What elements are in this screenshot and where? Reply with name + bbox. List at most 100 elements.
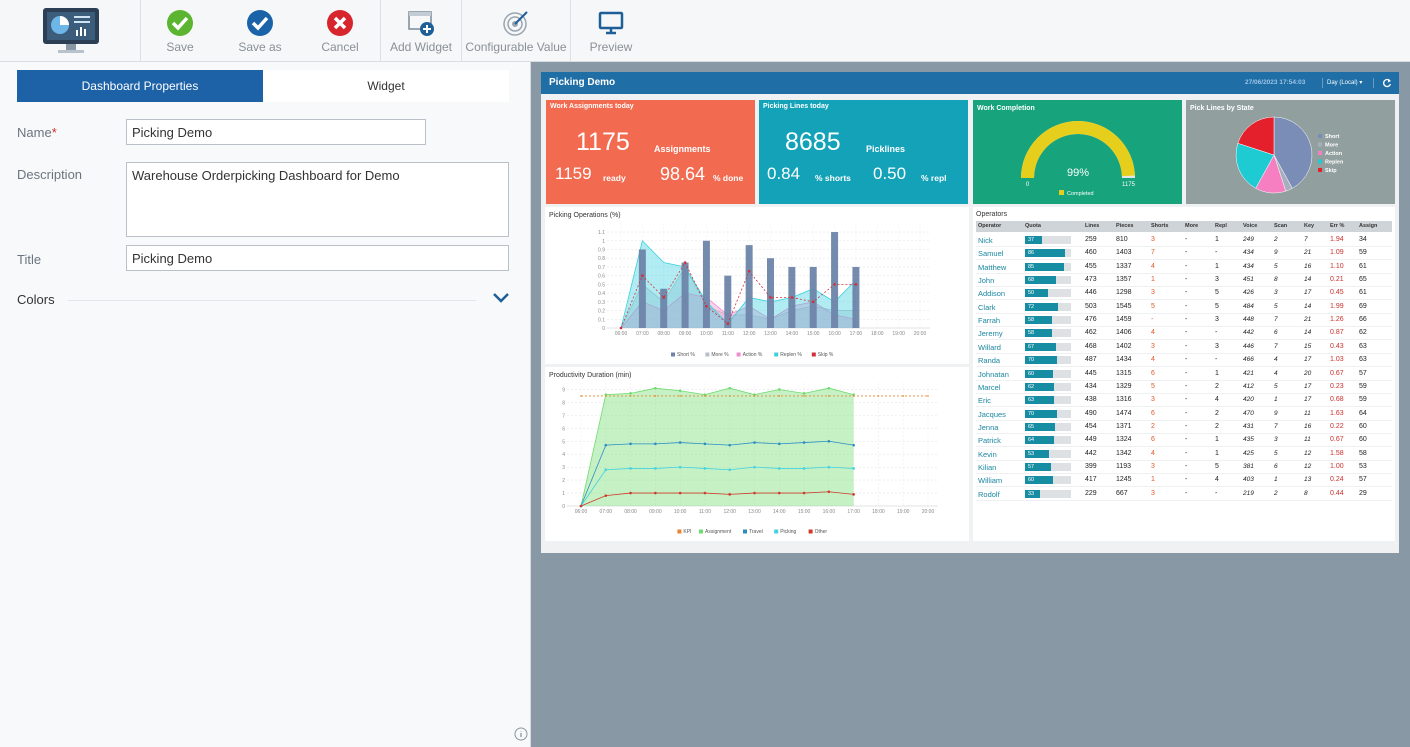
cell-value: -: [1185, 489, 1188, 497]
area: [621, 266, 856, 328]
cell-value: 1324: [1116, 436, 1132, 444]
cell-value: 1: [1215, 369, 1219, 377]
description-input[interactable]: Warehouse Orderpicking Dashboard for Dem…: [126, 162, 509, 237]
y-tick-label: 0: [602, 326, 605, 332]
legend-swatch: [774, 529, 779, 534]
bar: [660, 288, 668, 328]
bar: [745, 245, 753, 328]
marker: [802, 441, 806, 444]
cell-value: -: [1185, 409, 1188, 417]
cell-value: 58: [1359, 449, 1367, 457]
x-tick-label: 13:00: [764, 331, 777, 337]
cell-value: 69: [1359, 302, 1367, 310]
cell-value: 1406: [1116, 329, 1132, 337]
cell-value: 21: [1304, 249, 1312, 257]
bar: [702, 240, 710, 328]
cell-value: -: [1185, 342, 1188, 350]
cell-value: -: [1185, 422, 1188, 430]
cancel-button[interactable]: Cancel: [310, 0, 370, 62]
row-divider: [976, 499, 1392, 501]
cell-value: 438: [1085, 396, 1097, 404]
marker: [833, 283, 836, 286]
field-label: Description: [17, 167, 83, 182]
quota-bar: [1025, 236, 1043, 244]
cell-value: 1.09: [1330, 249, 1344, 257]
cell-value: -: [1185, 236, 1188, 243]
gauge-widget: Work Completion 99% 0 1175 Completed: [973, 100, 1182, 204]
cell-value: 61: [1359, 262, 1367, 270]
marker: [654, 467, 657, 470]
marker: [852, 395, 855, 397]
row-divider: [976, 366, 1392, 368]
save-as-button[interactable]: Save as: [230, 0, 290, 62]
row-divider: [976, 339, 1392, 341]
y-tick-label: 4: [562, 452, 565, 458]
marker: [728, 395, 731, 397]
cell-value: 5: [1215, 462, 1219, 470]
cell-value: 431: [1243, 422, 1254, 430]
marker: [827, 439, 831, 443]
cell-value: 53: [1359, 462, 1367, 470]
x-tick-label: 11:00: [722, 331, 734, 337]
kpi-tile: Picking Lines today 8685 Picklines 0.84 …: [759, 100, 968, 204]
operator-name: Samuel: [978, 249, 1004, 259]
cell-value: 5: [1274, 302, 1278, 310]
cell-value: 9: [1274, 249, 1278, 257]
refresh-icon[interactable]: [1382, 78, 1392, 88]
cell-value: 1: [1151, 476, 1155, 484]
marker: [683, 261, 687, 264]
cell-value: -: [1215, 489, 1218, 497]
line: [620, 261, 856, 329]
x-tick-label: 16:00: [823, 509, 836, 515]
quota-label: 60: [1028, 477, 1035, 484]
quota-track: [1025, 236, 1071, 244]
add-widget-button[interactable]: Add Widget: [384, 0, 458, 62]
chevron[interactable]: [492, 292, 510, 304]
cell-value: 3: [1151, 289, 1155, 297]
cell-value: 1.26: [1330, 316, 1344, 324]
cell-value: 7: [1274, 422, 1278, 430]
column-header: Quota: [1025, 223, 1041, 229]
marker: [852, 443, 855, 447]
button-label: Configurable Value: [465, 40, 567, 54]
legend-label: Skip %: [818, 352, 834, 358]
kpi-tile: Work Assignments today 1175 Assignments …: [546, 100, 755, 204]
cell-value: 1.63: [1330, 409, 1344, 417]
configurable-value-button[interactable]: Configurable Value: [463, 0, 569, 62]
section-header[interactable]: Colors: [17, 292, 55, 307]
save-button[interactable]: Save: [150, 0, 210, 62]
legend-swatch: [736, 352, 741, 357]
cell-value: -: [1185, 276, 1188, 284]
x-tick-label: 20:00: [914, 331, 927, 337]
cell-value: 426: [1243, 289, 1254, 297]
cell-value: 4: [1151, 449, 1155, 457]
required-mark: *: [51, 125, 57, 140]
operator-name: Clark: [978, 302, 996, 312]
tab[interactable]: Widget: [263, 70, 509, 102]
x-tick-label: 13:00: [748, 509, 761, 515]
name-input[interactable]: Picking Demo: [126, 119, 426, 145]
quota-bar: [1025, 369, 1053, 378]
bar: [809, 266, 817, 328]
tab-active[interactable]: Dashboard Properties: [17, 70, 263, 102]
quota-track: [1025, 289, 1071, 298]
row-divider: [976, 446, 1392, 448]
cell-value: 259: [1085, 236, 1097, 243]
preview-button[interactable]: Preview: [581, 0, 641, 62]
info-icon[interactable]: [514, 727, 528, 741]
cell-value: 448: [1243, 316, 1254, 324]
cell-value: 66: [1359, 316, 1367, 324]
legend-label: More %: [711, 352, 729, 358]
quota-label: 63: [1028, 397, 1035, 404]
pie-widget: Pick Lines by State Short More Action Replen…: [1186, 100, 1395, 204]
gauge-min: 0: [1026, 182, 1030, 188]
cell-value: 4: [1274, 356, 1278, 364]
operator-name: Jeremy: [978, 329, 1003, 339]
marker: [828, 395, 830, 397]
gauge-value: 99%: [1067, 167, 1089, 179]
period-select[interactable]: Day (Local) ▾: [1327, 80, 1363, 86]
title-input[interactable]: Picking Demo: [126, 245, 509, 271]
row-divider: [976, 272, 1392, 274]
cell-value: -: [1215, 249, 1218, 257]
marker: [580, 395, 582, 397]
